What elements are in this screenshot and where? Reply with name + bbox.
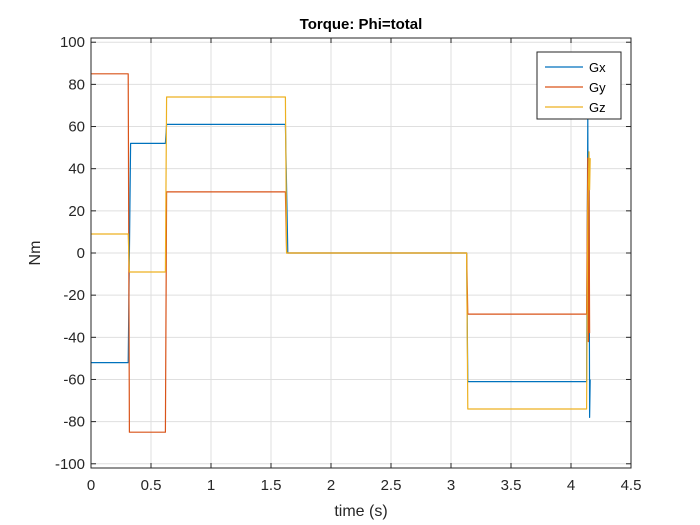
y-tick-label: 80 (68, 76, 85, 93)
x-tick-label: 1.5 (261, 477, 282, 494)
x-tick-label: 3.5 (501, 477, 522, 494)
x-tick-label: 4.5 (621, 477, 642, 494)
legend-box (536, 51, 622, 120)
chart-title: Torque: Phi=total (300, 16, 423, 33)
x-tick-label: 0.5 (141, 477, 162, 494)
ticks: 0 0.5 1 1.5 2 2.5 3 3.5 4 4.5 -100 -80 -60 -40 -20 0 20 4… (55, 34, 641, 494)
y-axis-label: Nm (27, 241, 44, 266)
legend-label: Gx (589, 60, 606, 75)
x-tick-label: 4 (567, 477, 575, 494)
legend-label: Gz (589, 100, 606, 115)
x-tick-label: 2 (327, 477, 335, 494)
x-tick-label: 0 (87, 477, 95, 494)
legend-label: Gy (589, 80, 606, 95)
y-tick-label: 60 (68, 119, 85, 136)
y-tick-label: -60 (63, 371, 85, 388)
y-tick-label: -100 (55, 456, 85, 473)
x-tick-label: 2.5 (381, 477, 402, 494)
x-tick-label: 1 (207, 477, 215, 494)
y-tick-label: -40 (63, 329, 85, 346)
x-axis-label: time (s) (334, 503, 387, 520)
legend: Gx Gy Gz (536, 51, 622, 120)
series-line-gz (91, 96, 591, 410)
y-tick-label: 100 (60, 34, 85, 51)
series-layer (91, 73, 591, 433)
y-tick-label: -20 (63, 287, 85, 304)
y-tick-label: 40 (68, 161, 85, 178)
x-tick-label: 3 (447, 477, 455, 494)
y-tick-label: 20 (68, 203, 85, 220)
y-tick-label: 0 (77, 245, 85, 262)
y-tick-label: -80 (63, 414, 85, 431)
